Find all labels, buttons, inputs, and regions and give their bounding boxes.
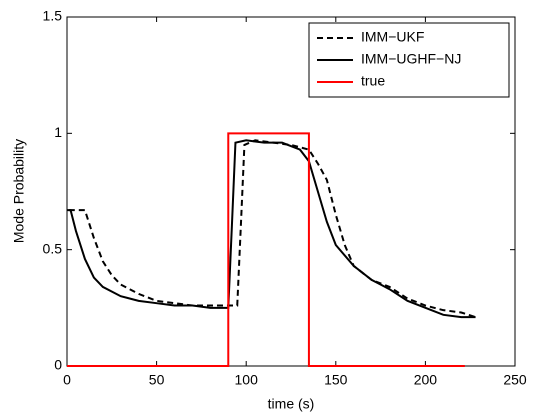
- x-tick-label: 150: [324, 372, 348, 388]
- series-line: [67, 132, 465, 367]
- y-tick-label: 0: [54, 357, 62, 373]
- y-tick-label: 0.5: [43, 240, 63, 256]
- legend-label: IMM−UKF: [361, 29, 424, 45]
- x-tick-label: 250: [503, 372, 527, 388]
- x-axis-label: time (s): [268, 396, 315, 412]
- y-axis-label: Mode Probability: [11, 139, 27, 243]
- x-tick-label: 100: [235, 372, 259, 388]
- x-tick-label: 200: [414, 372, 438, 388]
- x-tick-label: 0: [63, 372, 71, 388]
- legend-label: true: [361, 73, 385, 89]
- x-tick-label: 50: [149, 372, 165, 388]
- y-tick-label: 1: [54, 124, 62, 140]
- y-tick-label: 1.5: [43, 8, 63, 24]
- series-line: [68, 139, 476, 319]
- series-line: [67, 139, 476, 319]
- legend-label: IMM−UGHF−NJ: [361, 51, 461, 67]
